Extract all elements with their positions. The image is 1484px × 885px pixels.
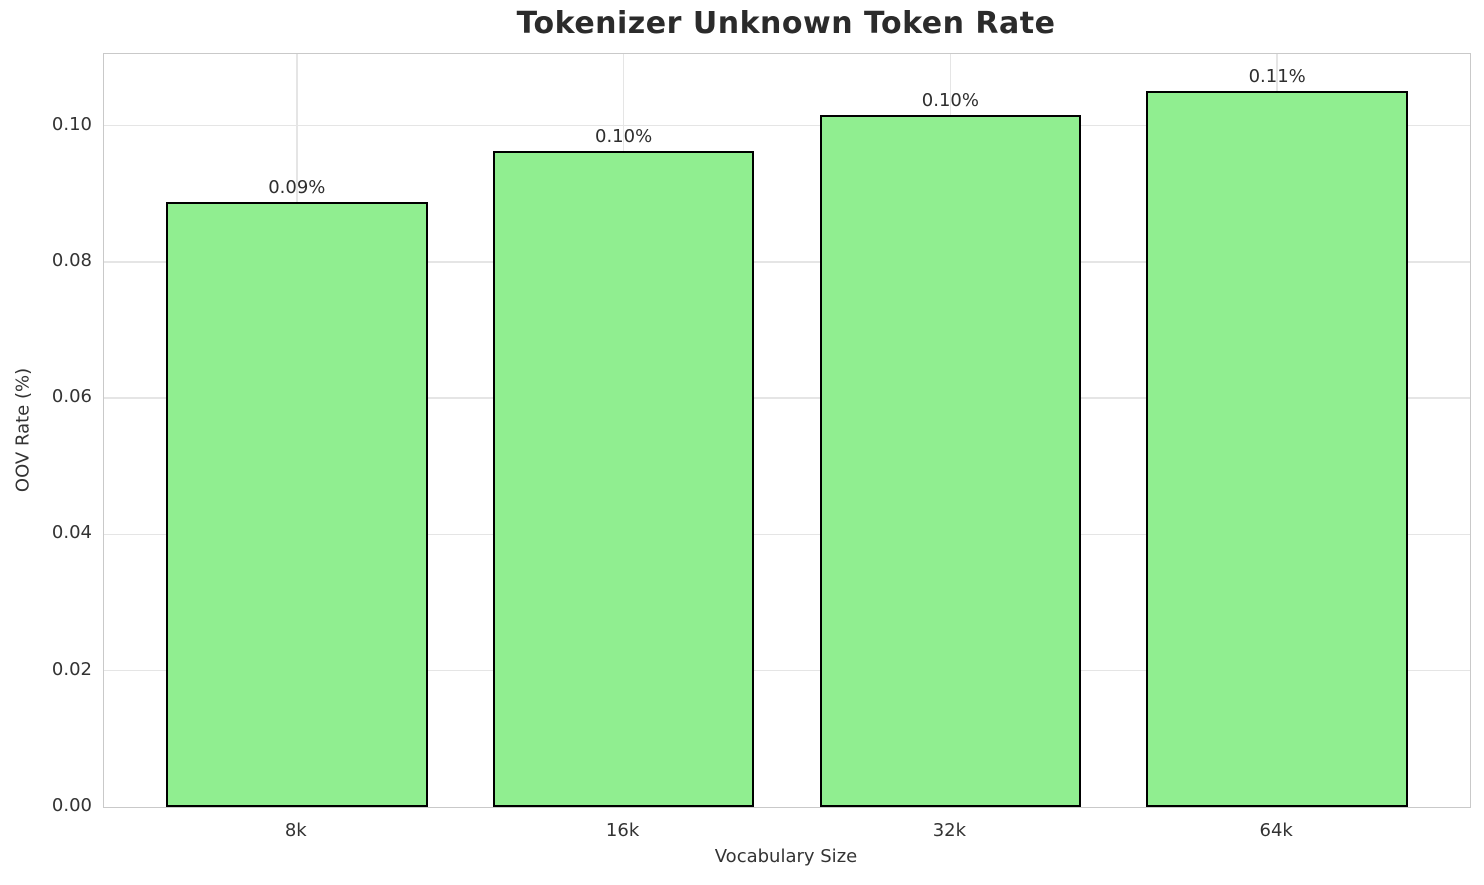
y-tick-label: 0.00 [51, 795, 92, 816]
horizontal-gridline [104, 533, 1470, 536]
horizontal-gridline [104, 669, 1470, 672]
y-tick-label: 0.04 [51, 522, 92, 544]
bar-value-label: 0.10% [595, 126, 653, 148]
chart-title: Tokenizer Unknown Token Rate [516, 6, 1056, 41]
bar-value-label: 0.09% [268, 176, 326, 198]
y-tick-label: 0.08 [51, 249, 92, 271]
plot-area: 0.09% 0.10% 0.10% 0.11% [103, 53, 1471, 808]
y-tick-label: 0.02 [51, 658, 92, 680]
bar-32k [819, 114, 1082, 807]
horizontal-gridline [104, 261, 1470, 263]
y-tick-label: 0.06 [51, 386, 92, 408]
horizontal-gridline [104, 397, 1470, 399]
bar-value-label: 0.10% [921, 89, 979, 111]
x-tick-label-16k: 16k [605, 820, 640, 841]
x-axis-label: Vocabulary Size [714, 846, 858, 867]
bar-64k [1146, 90, 1408, 807]
x-tick-label-32k: 32k [932, 820, 967, 841]
y-tick-label: 0.10 [51, 113, 92, 135]
horizontal-gridline [104, 124, 1470, 127]
bar-value-label: 0.11% [1248, 65, 1306, 87]
x-tick-label-64k: 64k [1259, 820, 1293, 841]
x-tick-label-8k: 8k [284, 820, 307, 841]
bar-16k [492, 151, 755, 807]
bar-8k [166, 201, 428, 807]
